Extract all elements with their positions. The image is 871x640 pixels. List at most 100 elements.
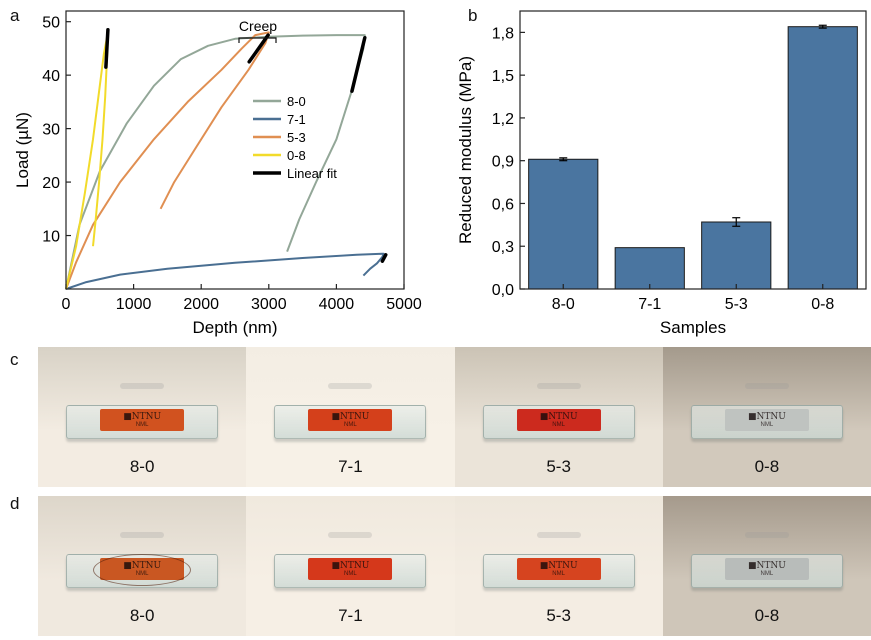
sample-photo-0-8: ■NTNU NML 0-8 <box>662 347 871 487</box>
y-axis-label-b: Reduced modulus (MPa) <box>456 56 475 244</box>
sample-caption: 7-1 <box>338 457 363 476</box>
sample-caption: 0-8 <box>754 606 780 625</box>
background-smudge <box>744 383 789 389</box>
linear-fit-segment <box>380 253 388 263</box>
panel-letter-d: d <box>10 494 20 513</box>
film-coating: ■NTNU NML <box>308 409 393 431</box>
nml-text: NML <box>135 422 149 428</box>
series-line-5-3 <box>65 31 270 290</box>
y-tick-label-b: 1,2 <box>492 111 514 128</box>
y-tick-label: 40 <box>42 68 60 85</box>
sample-photo-7-1: ■NTNU NML 7-1 <box>246 496 455 636</box>
film-coating: ■NTNU NML <box>516 409 601 431</box>
background-smudge <box>120 532 165 538</box>
x-tick-label-b: 5-3 <box>725 296 748 313</box>
linear-fit-segment <box>247 33 270 64</box>
legend-label: 5-3 <box>287 130 306 145</box>
circular-mark <box>93 554 192 586</box>
bar-7-1 <box>614 247 685 290</box>
background-smudge <box>744 532 789 538</box>
y-tick-label-b: 1,8 <box>492 25 514 42</box>
sample-photo-7-1: ■NTNU NML 7-1 <box>246 347 455 487</box>
sample-caption: 8-0 <box>129 457 155 476</box>
sample-photo-8-0: ■NTNU NML 8-0 <box>38 496 247 636</box>
bar-5-3 <box>701 221 772 290</box>
sample-photo-5-3: ■NTNU NML 5-3 <box>454 347 663 487</box>
photo-row-d: ■NTNU NML 8-0 ■NTNU NML 7-1 ■NTNU NML 5-3 ■NTNU NM… <box>38 496 871 636</box>
creep-bracket <box>238 37 277 43</box>
plot-frame <box>65 10 405 290</box>
y-axis-label: Load (µN) <box>13 112 32 188</box>
y-tick-label-b: 0,6 <box>492 196 514 213</box>
sample-caption: 0-8 <box>754 457 780 476</box>
background-smudge <box>328 532 373 538</box>
legend-label: Linear fit <box>287 166 337 181</box>
y-tick-label: 30 <box>42 122 60 139</box>
linear-fit-segment <box>350 35 367 93</box>
x-axis-label-b: Samples <box>660 318 726 337</box>
ntnu-logo: ■NTNU <box>539 412 578 422</box>
legend-label: 0-8 <box>287 148 306 163</box>
background-smudge <box>328 383 373 389</box>
y-tick-label-b: 0,0 <box>492 282 514 299</box>
panel-letter-c: c <box>10 350 19 369</box>
sample-photo-5-3: ■NTNU NML 5-3 <box>454 496 663 636</box>
linear-fit-segment <box>104 27 110 69</box>
series-line-0-8 <box>65 31 109 290</box>
sample-caption: 8-0 <box>129 606 155 625</box>
ntnu-logo: ■NTNU <box>747 561 786 571</box>
legend-label: 8-0 <box>287 94 306 109</box>
x-tick-label: 2000 <box>183 296 219 313</box>
plot-frame-b <box>519 10 867 290</box>
x-tick-label: 4000 <box>319 296 355 313</box>
y-tick-label: 20 <box>42 175 60 192</box>
nml-text: NML <box>760 571 774 577</box>
nml-text: NML <box>760 422 774 428</box>
x-tick-label: 3000 <box>251 296 287 313</box>
x-axis-label: Depth (nm) <box>192 318 277 337</box>
film-coating: ■NTNU NML <box>308 558 393 580</box>
legend-label: 7-1 <box>287 112 306 127</box>
x-tick-label: 1000 <box>116 296 152 313</box>
load-depth-chart: 0 1000 2000 3000 4000 5000 10 20 30 40 50 8-0 7-1 5-… <box>13 10 422 337</box>
creep-annotation: Creep <box>239 18 277 34</box>
ntnu-logo: ■NTNU <box>123 412 162 422</box>
y-tick-label: 10 <box>42 229 60 246</box>
sample-caption: 5-3 <box>546 457 571 476</box>
film-coating: ■NTNU NML <box>516 558 601 580</box>
series-line-8-0 <box>65 34 366 290</box>
x-tick-label-b: 8-0 <box>552 296 575 313</box>
sample-photo-8-0: ■NTNU NML 8-0 <box>38 347 247 487</box>
sample-photo-0-8: ■NTNU NML 0-8 <box>662 496 871 636</box>
nml-text: NML <box>344 571 357 577</box>
background-smudge <box>536 532 581 538</box>
series-line-7-1 <box>65 252 385 290</box>
ntnu-logo: ■NTNU <box>331 561 370 571</box>
sample-caption: 5-3 <box>546 606 571 625</box>
y-tick-label: 50 <box>42 15 60 32</box>
y-tick-label-b: 0,3 <box>492 239 514 256</box>
background-smudge <box>120 383 165 389</box>
x-tick-label: 0 <box>62 296 71 313</box>
bar-8-0 <box>528 158 599 290</box>
y-tick-label-b: 1,5 <box>492 68 514 85</box>
ntnu-logo: ■NTNU <box>331 412 370 422</box>
bar-0-8 <box>787 26 858 290</box>
photo-row-c: ■NTNU NML 8-0 ■NTNU NML 7-1 ■NTNU NML 5-3 ■NTNU NM… <box>38 347 871 487</box>
x-tick-label-b: 0-8 <box>811 296 834 313</box>
film-coating: ■NTNU NML <box>724 409 809 431</box>
modulus-bar-chart: 0,0 0,3 0,6 0,9 1,2 1,5 1,8 8-0 7-1 5-3 0-8 Sample… <box>456 10 867 337</box>
background-smudge <box>536 383 581 389</box>
ntnu-logo: ■NTNU <box>747 412 786 422</box>
ntnu-logo: ■NTNU <box>539 561 578 571</box>
nml-text: NML <box>552 422 565 428</box>
nml-text: NML <box>552 571 565 577</box>
panel-letter-a: a <box>10 6 20 25</box>
x-tick-label: 5000 <box>386 296 422 313</box>
panel-letter-b: b <box>468 6 478 25</box>
film-coating: ■NTNU NML <box>724 558 809 580</box>
x-tick-label-b: 7-1 <box>638 296 661 313</box>
nml-text: NML <box>344 422 357 428</box>
sample-caption: 7-1 <box>338 606 363 625</box>
y-tick-label-b: 0,9 <box>492 154 514 171</box>
